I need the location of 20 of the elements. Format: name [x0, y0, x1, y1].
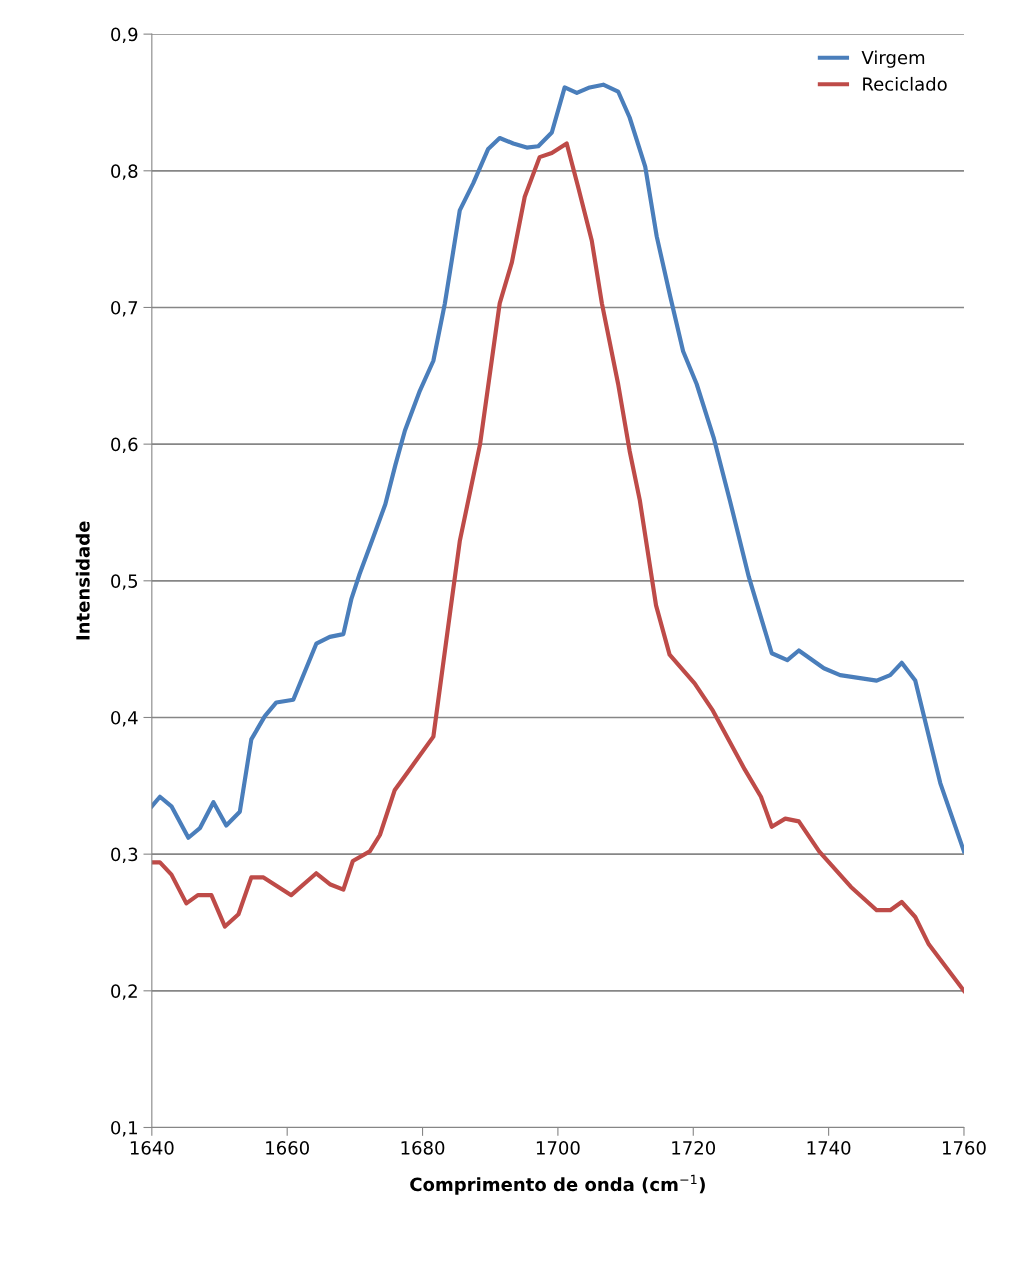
x-tick-label: 1760 [942, 1141, 986, 1155]
y-tick-label: 0,3 [111, 847, 138, 864]
legend-label: Virgem [861, 50, 925, 68]
x-tick-label: 1740 [807, 1141, 851, 1155]
x-tick-label: 1660 [266, 1141, 309, 1155]
x-tick-label: 1680 [401, 1141, 445, 1155]
y-tick-label: 0,9 [111, 27, 138, 44]
x-tick-label: 1700 [536, 1141, 580, 1155]
x-tick-label: 1640 [130, 1141, 174, 1155]
x-tick-label: 1720 [672, 1141, 716, 1155]
y-tick-label: 0,2 [111, 984, 137, 1000]
y-tick-label: 0,1 [111, 1120, 137, 1137]
y-tick-label: 0,8 [111, 164, 138, 180]
y-tick-label: 0,4 [111, 710, 138, 727]
y-tick-label: 0,7 [111, 300, 138, 317]
y-tick-label: 0,6 [111, 437, 138, 454]
y-axis-title: Intensidade [75, 521, 90, 640]
y-tick-label: 0,5 [111, 574, 138, 590]
legend-label: Reciclado [863, 76, 947, 91]
x-axis-title: Comprimento de onda (cm$^{−1}$) [410, 1174, 705, 1195]
